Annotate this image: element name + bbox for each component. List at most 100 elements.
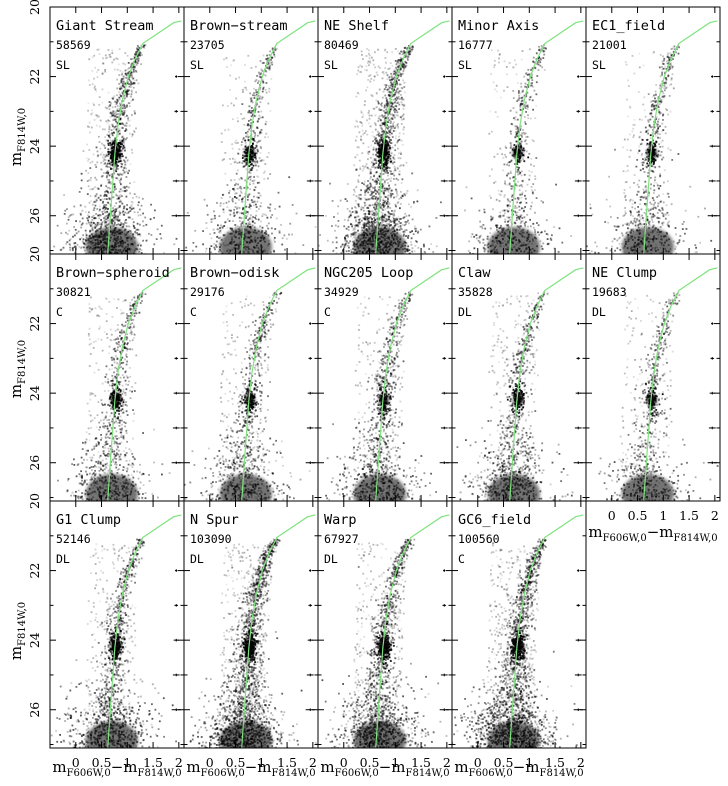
isochrone-line — [241, 267, 316, 501]
x-tick-label: 1.5 — [277, 755, 297, 770]
panel-star-count: 29176 — [190, 285, 225, 299]
panel-pop-code: SL — [592, 58, 606, 72]
y-tick-label: 26 — [27, 208, 42, 224]
error-bars — [305, 322, 315, 465]
axis-labels-layer: mF814W,0 mF814W,0 mF814W,0 mF606W,0−mF814W,… — [7, 108, 718, 779]
tick-marks — [184, 6, 318, 254]
tick-marks — [184, 253, 318, 501]
x-axis-label: mF606W,0−mF814W,0 — [186, 758, 315, 779]
isochrone-line — [643, 267, 718, 501]
x-tick-label: 0.5 — [360, 755, 380, 770]
density-points — [586, 44, 713, 254]
density-points — [456, 291, 574, 501]
panel-pop-code: C — [458, 552, 465, 566]
x-axis-label: mF606W,0−mF814W,0 — [320, 758, 449, 779]
panel-name: Minor Axis — [458, 18, 539, 34]
tick-marks — [50, 6, 184, 254]
cmd-panel: N Spur 103090 DL 0 0.5 1 1.5 2 — [183, 500, 319, 770]
cmd-panel: Warp 67927 DL 0 0.5 1 1.5 2 — [317, 500, 453, 770]
y-axis-label: mF814W,0 — [7, 340, 28, 398]
tick-marks — [50, 253, 184, 501]
y-axis-label: mF814W,0 — [7, 602, 28, 660]
tick-marks — [452, 253, 586, 501]
y-tick-label: 24 — [27, 385, 42, 401]
tick-marks — [452, 6, 586, 254]
x-tick-label: 2 — [443, 755, 451, 770]
y-tick-label: 22 — [27, 316, 42, 332]
y-tick-label: 24 — [27, 138, 42, 154]
panel-pop-code: DL — [190, 552, 204, 566]
isochrone-line — [509, 514, 584, 748]
density-points — [185, 46, 317, 254]
x-tick-label: 1 — [257, 755, 265, 770]
panels-layer: Giant Stream58569SL20222426Brown−stream2… — [27, 0, 721, 770]
cmd-panel: G1 Clump 52146 DL 20 22 24 26 0 0.5 1 1.5 2 — [27, 493, 185, 770]
tick-marks — [318, 500, 452, 748]
cmd-panel: Minor Axis 16777 SL — [451, 6, 587, 255]
x-tick-label: 0 — [474, 755, 482, 770]
x-tick-label: 0 — [608, 508, 616, 523]
x-tick-label: 1 — [659, 508, 667, 523]
error-bars — [171, 322, 181, 465]
cmd-panel: NE Clump 19683 DL 0 0.5 1 1.5 2 — [585, 253, 721, 523]
y-axis-label: mF814W,0 — [7, 108, 28, 166]
x-tick-label: 0.5 — [226, 755, 246, 770]
panel-star-count: 103090 — [190, 532, 232, 546]
density-points — [452, 44, 572, 254]
x-tick-label: 1 — [525, 755, 533, 770]
x-tick-label: 1.5 — [679, 508, 699, 523]
x-tick-label: 2 — [577, 755, 585, 770]
panel-name: Brown−odisk — [190, 265, 279, 281]
panel-star-count: 100560 — [458, 532, 500, 546]
panel-star-count: 16777 — [458, 38, 493, 52]
cmd-panel: EC1_field 21001 SL — [585, 6, 721, 255]
panel-name: G1 Clump — [56, 512, 121, 528]
isochrone-line — [241, 20, 316, 254]
x-tick-label: 0 — [340, 755, 348, 770]
tick-marks — [452, 500, 586, 748]
isochrone-line — [509, 267, 584, 501]
panel-name: Warp — [324, 512, 357, 528]
isochrone-line — [107, 20, 182, 254]
panel-name: Giant Stream — [56, 18, 154, 34]
tick-marks — [586, 253, 720, 501]
panel-star-count: 21001 — [592, 38, 627, 52]
panel-star-count: 34929 — [324, 285, 359, 299]
y-tick-label: 20 — [27, 493, 42, 509]
panel-pop-code: SL — [324, 58, 338, 72]
density-points — [50, 538, 177, 748]
cmd-panel: Brown−odisk 29176 C — [183, 253, 319, 502]
x-tick-label: 2 — [711, 508, 719, 523]
density-points — [321, 538, 448, 748]
panel-name: Brown−spheroid — [56, 265, 170, 281]
panel-star-count: 23705 — [190, 38, 225, 52]
x-tick-label: 1.5 — [411, 755, 431, 770]
x-tick-label: 1.5 — [143, 755, 163, 770]
tick-marks — [184, 500, 318, 748]
isochrone-line — [509, 20, 584, 254]
panel-pop-code: SL — [56, 58, 70, 72]
isochrone-line — [107, 267, 182, 501]
panel-star-count: 58569 — [56, 38, 91, 52]
tick-marks — [318, 6, 452, 254]
panel-pop-code: C — [190, 305, 197, 319]
density-points — [586, 292, 719, 501]
panel-name: EC1_field — [592, 18, 665, 34]
panel-pop-code: DL — [458, 305, 472, 319]
panel-pop-code: SL — [190, 58, 204, 72]
y-tick-label: 26 — [27, 702, 42, 718]
error-bars — [171, 569, 181, 712]
panel-star-count: 52146 — [56, 532, 91, 546]
panel-star-count: 19683 — [592, 285, 627, 299]
tick-marks — [318, 253, 452, 501]
isochrone-line — [375, 514, 450, 748]
cmd-panel: Claw 35828 DL — [451, 253, 587, 502]
tick-marks — [586, 6, 720, 254]
x-tick-label: 2 — [175, 755, 183, 770]
cmd-panel: Giant Stream 58569 SL 20 22 24 26 — [27, 0, 185, 255]
density-points — [452, 538, 578, 748]
panel-star-count: 80469 — [324, 38, 359, 52]
panel-name: NE Shelf — [324, 18, 389, 34]
cmd-panel: NE Shelf 80469 SL — [317, 6, 453, 255]
panel-frame — [451, 500, 587, 749]
